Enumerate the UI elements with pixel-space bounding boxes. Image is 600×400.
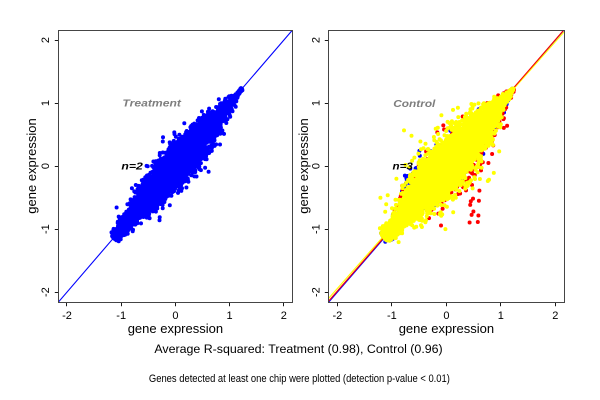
svg-text:-1: -1	[116, 310, 126, 322]
svg-text:0: 0	[172, 310, 178, 322]
svg-text:n=3: n=3	[393, 161, 414, 172]
svg-text:Genes detected at least one ch: Genes detected at least one chip were pl…	[149, 373, 450, 385]
svg-text:gene expression: gene expression	[24, 118, 39, 213]
svg-text:1: 1	[227, 310, 233, 322]
svg-text:n=2: n=2	[121, 161, 143, 172]
svg-text:-1: -1	[40, 224, 52, 234]
svg-text:2: 2	[281, 310, 287, 322]
svg-text:-1: -1	[310, 224, 322, 234]
svg-text:Treatment: Treatment	[122, 99, 181, 110]
svg-text:1: 1	[310, 100, 322, 106]
svg-text:-2: -2	[62, 310, 72, 322]
svg-text:Average R-squared: Treatment (: Average R-squared: Treatment (0.98), Con…	[154, 342, 442, 356]
svg-text:-1: -1	[387, 310, 397, 322]
svg-text:2: 2	[310, 37, 322, 43]
svg-text:1: 1	[498, 310, 504, 322]
svg-text:-2: -2	[310, 287, 322, 297]
svg-text:-2: -2	[40, 287, 52, 297]
svg-text:gene expression: gene expression	[399, 321, 494, 336]
svg-text:2: 2	[552, 310, 558, 322]
svg-text:Control: Control	[393, 99, 436, 110]
svg-text:2: 2	[40, 37, 52, 43]
svg-text:0: 0	[443, 310, 449, 322]
svg-text:gene expression: gene expression	[296, 118, 311, 213]
svg-text:0: 0	[310, 163, 322, 169]
svg-text:gene expression: gene expression	[128, 321, 223, 336]
svg-text:-2: -2	[333, 310, 343, 322]
svg-text:1: 1	[40, 100, 52, 106]
svg-text:0: 0	[40, 163, 52, 169]
